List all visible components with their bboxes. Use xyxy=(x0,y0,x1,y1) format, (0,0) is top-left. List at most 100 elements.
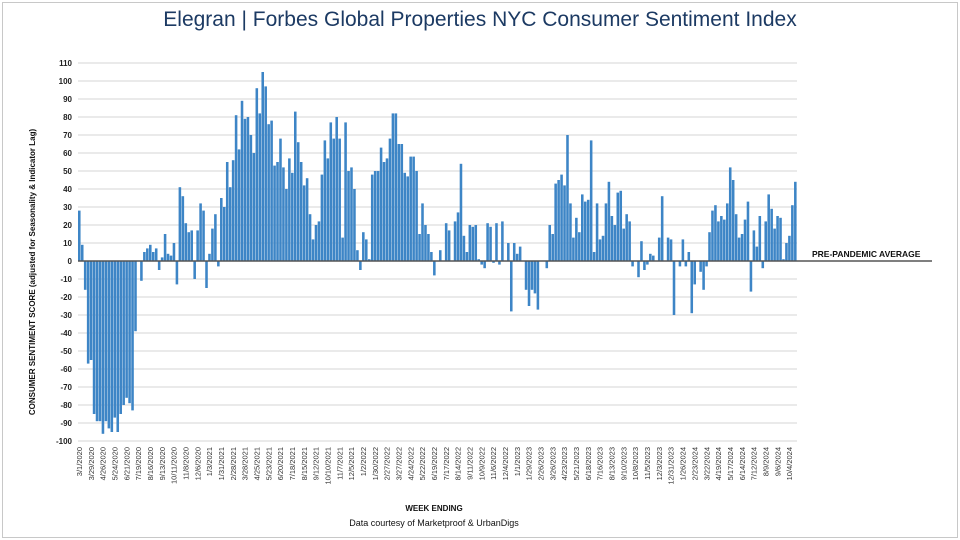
x-tick-label: 5/17/2024 xyxy=(726,447,735,480)
x-tick-label: 9/12/2021 xyxy=(312,447,321,480)
bar xyxy=(146,248,149,261)
bar xyxy=(225,162,229,261)
bar xyxy=(657,237,661,261)
bar xyxy=(202,210,205,261)
bar xyxy=(684,261,688,267)
y-tick-label: -80 xyxy=(60,401,72,410)
bar xyxy=(92,261,96,414)
bar xyxy=(379,147,383,261)
bar xyxy=(518,246,522,261)
x-tick-label: 11/7/2021 xyxy=(335,447,344,480)
bar xyxy=(113,261,117,418)
bar xyxy=(228,187,232,261)
x-tick-label: 9/11/2022 xyxy=(466,447,475,480)
bar xyxy=(551,234,554,261)
bar xyxy=(249,135,253,261)
bar xyxy=(592,252,596,261)
bar xyxy=(332,138,336,261)
bar xyxy=(631,261,634,267)
bar xyxy=(462,235,466,261)
bar xyxy=(586,199,590,261)
x-tick-label: 4/25/2021 xyxy=(253,447,262,480)
bar xyxy=(501,221,504,261)
x-tick-label: 3/1/2020 xyxy=(75,447,84,476)
y-axis-label: CONSUMER SENTIMENT SCORE (adjusted for S… xyxy=(28,129,37,416)
x-tick-label: 2/26/2023 xyxy=(537,447,546,480)
x-tick-label: 5/23/2021 xyxy=(264,447,273,480)
bar xyxy=(669,239,673,261)
bar xyxy=(424,225,427,261)
bar xyxy=(492,261,495,263)
bar xyxy=(433,261,436,276)
bar xyxy=(557,180,560,261)
bar xyxy=(388,138,392,261)
x-tick-label: 2/27/2022 xyxy=(383,447,392,480)
x-tick-label: 7/16/2023 xyxy=(596,447,605,480)
bar xyxy=(400,144,404,261)
bar xyxy=(89,261,93,360)
bar xyxy=(128,261,131,404)
bar xyxy=(723,219,726,261)
x-tick-label: 2/23/2024 xyxy=(690,447,699,480)
x-tick-label: 9/10/2023 xyxy=(619,447,628,480)
x-tick-label: 4/19/2024 xyxy=(714,447,723,480)
bar xyxy=(107,261,111,429)
bar xyxy=(563,185,566,261)
bar xyxy=(791,205,794,261)
bar xyxy=(397,144,401,261)
bar xyxy=(471,226,475,261)
bar xyxy=(184,223,188,261)
bar xyxy=(311,239,315,261)
bar xyxy=(237,149,241,261)
bar xyxy=(456,212,460,261)
y-tick-label: 40 xyxy=(63,185,72,194)
bar xyxy=(512,243,516,261)
bar xyxy=(465,252,469,261)
bar xyxy=(222,207,226,261)
bar xyxy=(474,225,478,261)
bar xyxy=(717,221,720,261)
bar xyxy=(572,237,575,261)
y-tick-label: 0 xyxy=(68,257,73,266)
bar xyxy=(764,221,768,261)
y-tick-label: 90 xyxy=(63,95,72,104)
bar xyxy=(625,214,628,261)
bar xyxy=(687,252,691,261)
bar xyxy=(613,225,617,261)
bar xyxy=(598,239,602,261)
bar xyxy=(619,190,623,261)
x-tick-label: 1/26/2024 xyxy=(679,447,688,480)
bar xyxy=(323,140,327,261)
bar xyxy=(282,167,285,261)
y-tick-label: -40 xyxy=(60,329,72,338)
bar xyxy=(119,261,122,414)
bar xyxy=(350,167,353,261)
y-tick-label: 100 xyxy=(59,77,73,86)
bar xyxy=(770,208,773,261)
bar xyxy=(104,261,108,422)
bar xyxy=(293,111,297,261)
x-tick-labels: 3/1/2020 3/29/2020 4/26/2020 5/24/2020 6/21/… xyxy=(75,447,794,485)
reference-line-label: PRE-PANDEMIC AVERAGE xyxy=(812,249,921,259)
bar xyxy=(267,124,270,261)
bar xyxy=(302,185,306,261)
bar xyxy=(149,244,152,261)
bar xyxy=(187,232,191,261)
bar xyxy=(530,261,534,290)
bar xyxy=(78,210,81,261)
x-tick-label: 4/23/2023 xyxy=(560,447,569,480)
x-tick-label: 3/27/2022 xyxy=(395,447,404,480)
bar xyxy=(725,203,729,261)
y-tick-label: -70 xyxy=(60,383,72,392)
x-tick-label: 7/17/2022 xyxy=(442,447,451,480)
x-tick-label: 10/9/2022 xyxy=(477,447,486,480)
x-tick-label: 10/10/2021 xyxy=(324,447,333,485)
x-tick-label: 3/29/2020 xyxy=(87,447,96,480)
bar xyxy=(193,261,196,279)
x-tick-label: 6/21/2020 xyxy=(122,447,131,480)
bar xyxy=(308,214,312,261)
bar xyxy=(270,120,273,261)
bar xyxy=(415,171,418,261)
bar xyxy=(483,261,486,269)
bar xyxy=(533,261,537,294)
